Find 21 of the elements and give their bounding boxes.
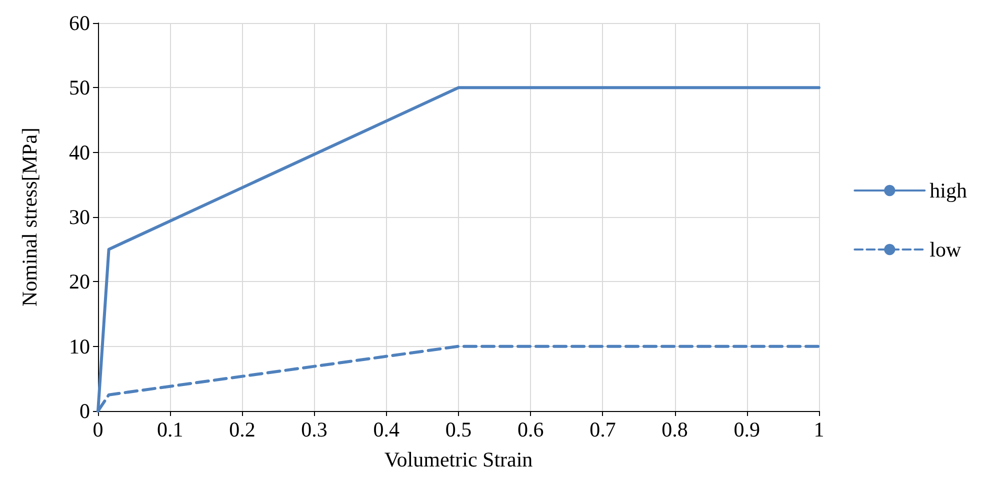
y-tick-label: 10 <box>69 334 90 358</box>
x-tick-label: 0.5 <box>445 418 472 442</box>
y-tick-label: 50 <box>69 76 90 100</box>
x-tick-label: 0.4 <box>373 418 400 442</box>
x-tick-label: 0.3 <box>301 418 328 442</box>
legend-label: high <box>930 178 968 202</box>
x-tick-label: 0.2 <box>229 418 256 442</box>
y-tick-label: 30 <box>69 205 90 229</box>
y-tick-label: 0 <box>80 399 90 423</box>
x-tick-label: 1 <box>814 418 824 442</box>
x-axis-title: Volumetric Strain <box>384 448 534 472</box>
y-tick-label: 60 <box>69 11 90 35</box>
y-axis-title: Nominal stress[MPa] <box>18 127 42 307</box>
x-tick-label: 0.9 <box>734 418 760 442</box>
y-tick-label: 40 <box>69 140 90 164</box>
x-tick-label: 0.1 <box>156 418 184 442</box>
x-tick-label: 0.6 <box>517 418 544 442</box>
x-tick-label: 0.7 <box>590 418 616 442</box>
x-tick-label: 0.8 <box>662 418 688 442</box>
legend-label: low <box>930 238 962 262</box>
y-tick-label: 20 <box>69 270 90 294</box>
